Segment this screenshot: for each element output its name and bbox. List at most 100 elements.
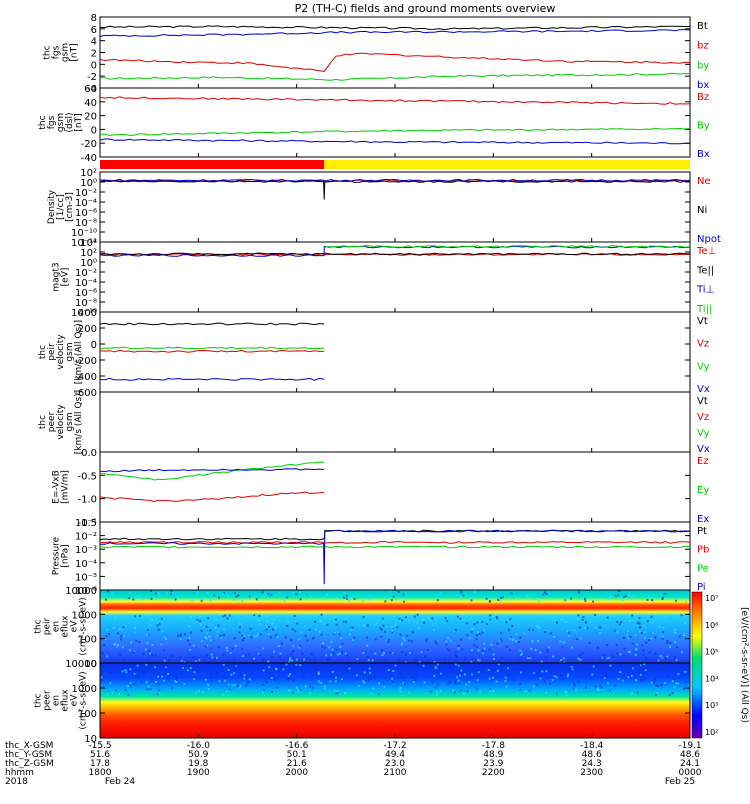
speckle [586,627,589,630]
speckle [207,617,210,620]
speckle [678,635,681,638]
speckle [431,617,434,620]
xaxis-value: 48.6 [680,750,700,760]
speckle [456,676,459,679]
speckle [644,677,647,680]
speckle [107,590,110,593]
speckle [584,621,587,624]
ylabel-panel-10: thc peer en eflux eV (cm²-s-sr-eV) [34,671,89,729]
speckle [519,688,522,691]
speckle [291,628,294,631]
legend-Bz: Bz [697,92,709,103]
speckle [474,591,477,594]
speckle [547,646,550,649]
colorbar-tick: 10⁵ [705,648,718,657]
speckle [189,648,192,651]
speckle [120,635,123,638]
speckle [496,642,499,645]
speckle [482,652,485,655]
xaxis-value: -16.6 [285,741,309,751]
ylabel-line: [nT] [70,43,80,61]
speckle [539,677,542,680]
speckle [493,614,496,617]
speckle [189,667,192,670]
ylabel-line: (cm²-s-sr-eV) [79,671,89,729]
speckle [642,654,645,657]
speckle [392,669,395,672]
speckle [102,644,105,647]
speckle [104,598,107,601]
speckle [567,673,570,676]
speckle [160,643,163,646]
xaxis-value: 0000 [679,768,702,778]
series-line-Ez [99,491,325,503]
speckle [259,623,262,626]
speckle [501,596,504,599]
speckle [245,684,248,687]
xaxis-year: 2018 [5,777,28,787]
xaxis-row-label: hhmm [5,768,34,778]
speckle [430,665,433,668]
speckle [322,596,325,599]
ylabel-line: [mV/m] [61,470,71,504]
ytick-label: 8 [91,13,97,24]
speckle [673,677,676,680]
speckle [145,663,148,666]
speckle [274,626,277,629]
ytick-label: 10⁻² [75,268,97,279]
speckle [290,639,293,642]
legend-bz: bz [697,41,709,52]
speckle [222,653,225,656]
colorbar-label: [eV/(cm²-s-sr-eV)] (All Qs) [739,607,749,723]
ylabel-line: magt3 [52,262,62,291]
speckle [151,618,154,621]
speckle [278,655,281,658]
speckle [510,592,513,595]
speckle [129,591,132,594]
xaxis-value: 21.6 [287,759,307,769]
ytick-label: 100 [78,709,97,720]
speckle [591,673,594,676]
speckle [663,615,666,618]
speckle [291,659,294,662]
speckle [134,682,137,685]
speckle [581,618,584,621]
speckle [125,671,128,674]
speckle [662,626,665,629]
speckle [236,685,239,688]
speckle [345,597,348,600]
ytick-label: -0.5 [77,471,97,482]
ylabel-panel-4: magt3 [eV] [52,262,71,291]
speckle [624,595,627,598]
speckle [298,644,301,647]
speckle [552,635,555,638]
speckle [189,631,192,634]
speckle [431,623,434,626]
speckle [343,592,346,595]
speckle [130,641,133,644]
speckle [412,681,415,684]
series-line-Ti⊥ [99,245,691,257]
speckle [245,677,248,680]
ytick-label: 10⁻⁴ [75,559,97,570]
speckle [632,667,635,670]
speckle [666,675,669,678]
speckle [266,620,269,623]
speckle [173,679,176,682]
speckle [433,674,436,677]
speckle [183,682,186,685]
speckle [459,674,462,677]
xaxis-value: 49.4 [385,750,405,760]
ylabel-line: peir [47,343,57,361]
speckle [435,622,438,625]
xaxis-value: 17.8 [90,759,110,769]
speckle [323,687,326,690]
speckle [398,617,401,620]
speckle [476,630,479,633]
speckle [339,637,342,640]
speckle [471,627,474,630]
speckle [256,635,259,638]
speckle [411,640,414,643]
speckle [380,634,383,637]
ylabel-line: en [52,621,62,632]
